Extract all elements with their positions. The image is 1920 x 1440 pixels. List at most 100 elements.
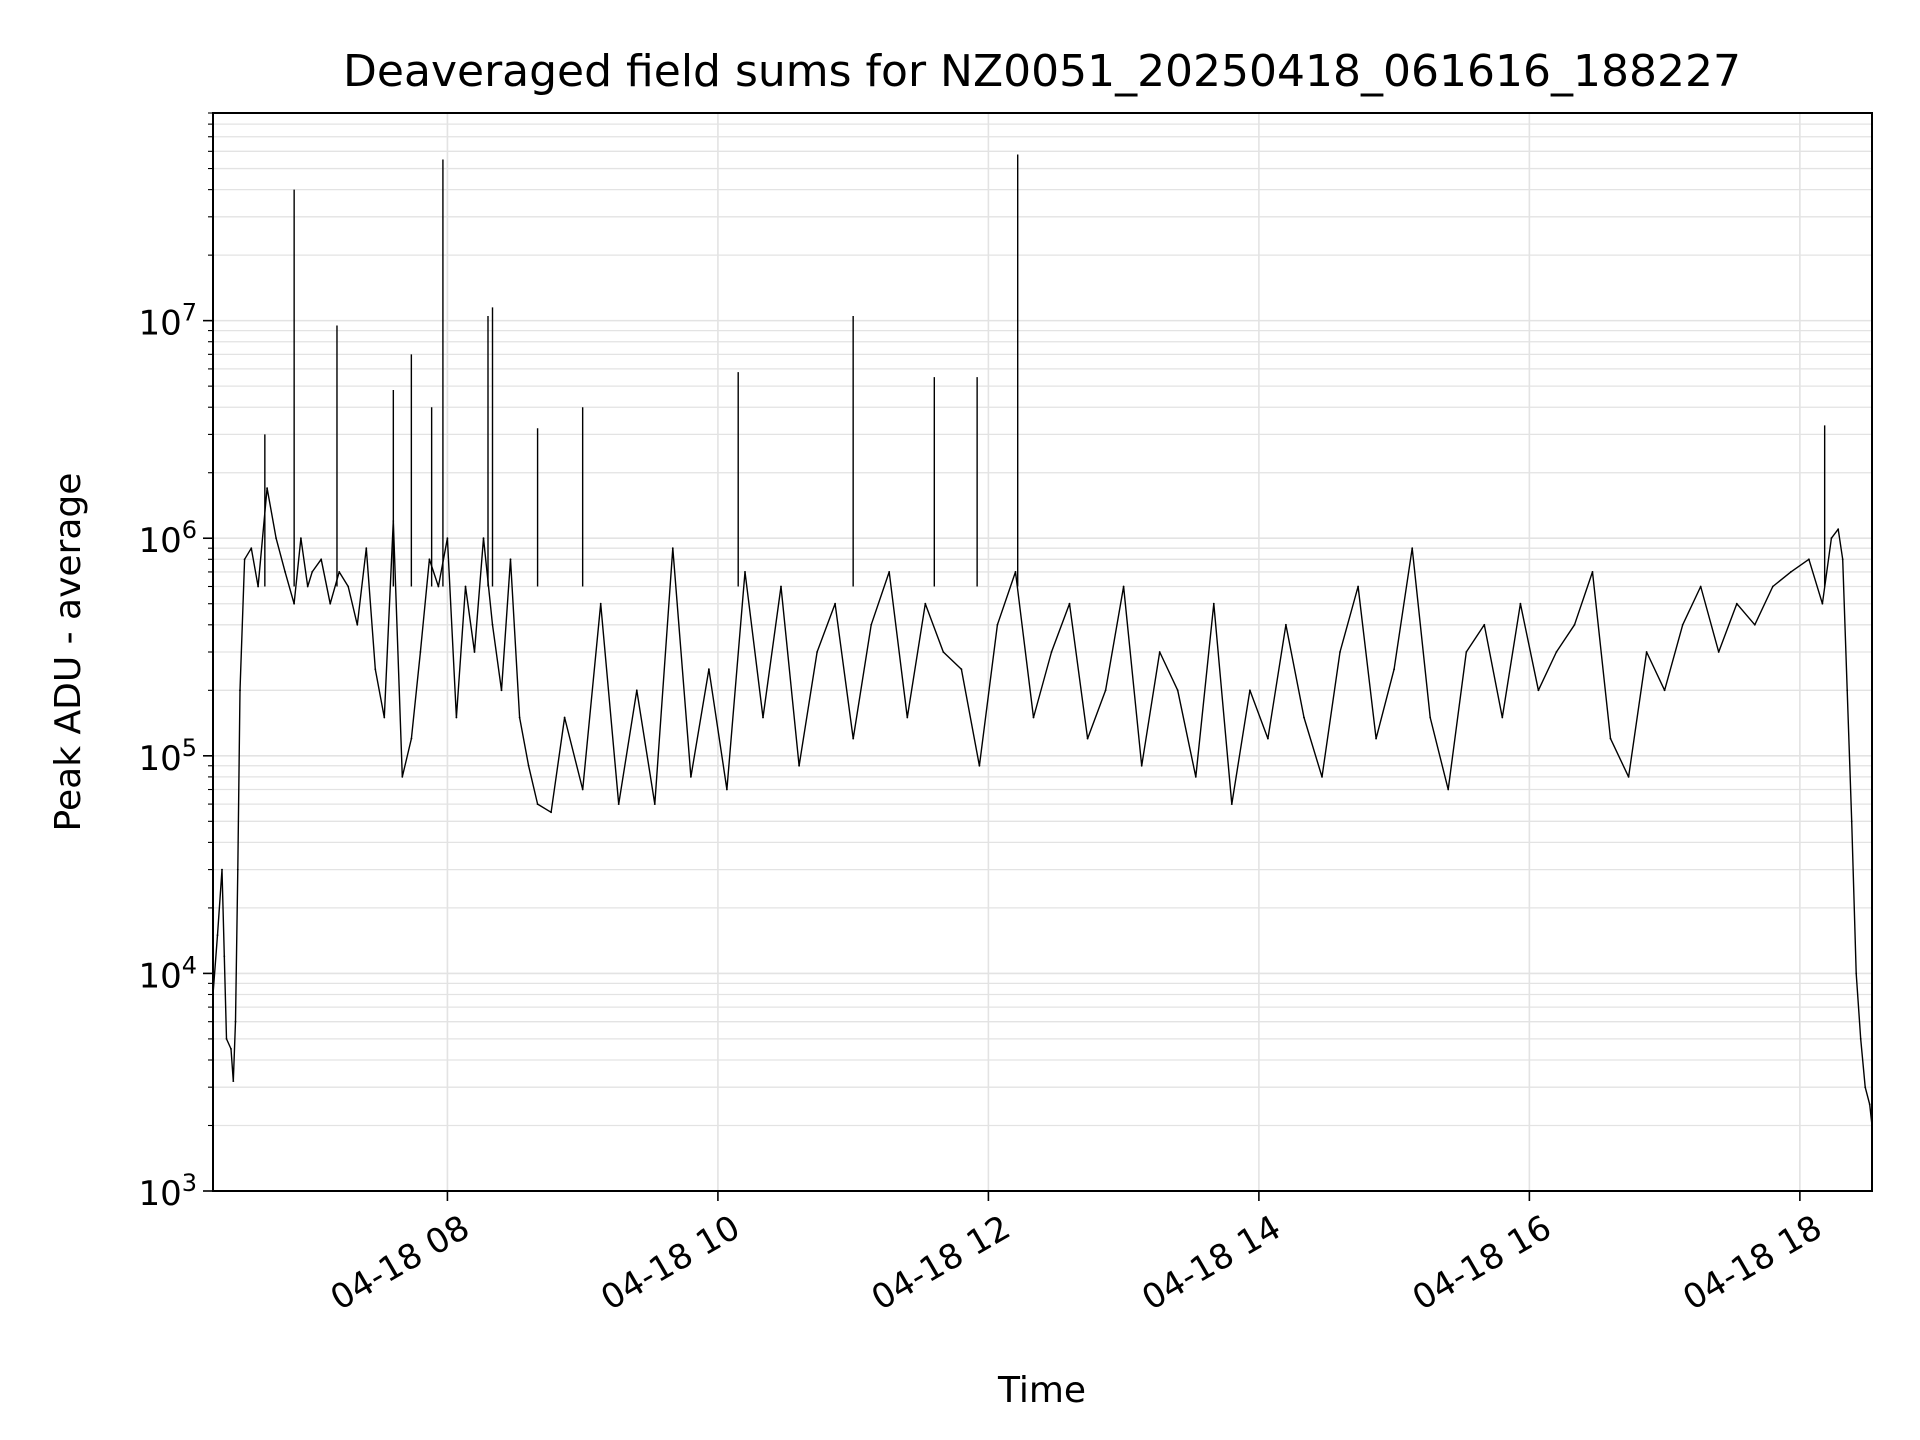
- data-point: [1357, 585, 1359, 588]
- data-point: [383, 716, 386, 719]
- data-point: [816, 651, 818, 653]
- data-point: [1821, 602, 1824, 605]
- y-tick-label: 103: [138, 1169, 197, 1214]
- data-point: [428, 558, 431, 561]
- data-point: [1249, 689, 1251, 692]
- data-point: [473, 651, 476, 653]
- data-point: [347, 585, 350, 588]
- data-point: [924, 602, 927, 605]
- y-tick-label: 104: [138, 951, 197, 996]
- data-point: [243, 558, 246, 561]
- y-tick-base: 10: [138, 521, 181, 561]
- data-point: [306, 585, 309, 588]
- data-point: [1303, 716, 1305, 719]
- y-tick-exponent: 6: [182, 516, 197, 544]
- data-point: [266, 487, 268, 489]
- data-point: [1158, 651, 1161, 653]
- data-point: [1122, 585, 1125, 588]
- data-point: [338, 571, 341, 573]
- y-tick-label: 105: [138, 734, 197, 779]
- data-point: [1465, 651, 1468, 653]
- data-point: [780, 585, 782, 588]
- data-point: [464, 585, 467, 588]
- data-point: [852, 737, 855, 740]
- data-point: [320, 558, 323, 561]
- y-tick-exponent: 5: [182, 734, 197, 762]
- data-point: [1771, 585, 1774, 588]
- data-point: [599, 602, 602, 605]
- data-point: [1285, 623, 1287, 626]
- data-point: [1501, 716, 1504, 719]
- data-point: [329, 602, 332, 605]
- data-point: [653, 803, 656, 805]
- data-point: [1591, 571, 1594, 573]
- data-point: [1841, 558, 1844, 561]
- data-point: [906, 716, 909, 719]
- data-point: [239, 689, 241, 692]
- data-point: [978, 764, 981, 767]
- data-point: [960, 668, 963, 671]
- data-point: [374, 668, 377, 671]
- data-point: [942, 651, 945, 653]
- data-point: [1735, 602, 1738, 605]
- data-point: [419, 651, 422, 653]
- data-point: [455, 716, 458, 719]
- data-point: [300, 537, 302, 540]
- data-point: [870, 623, 873, 626]
- data-point: [617, 803, 620, 805]
- data-point: [1411, 547, 1414, 550]
- data-point: [1140, 764, 1143, 767]
- data-point: [1627, 776, 1630, 778]
- data-point: [1068, 602, 1071, 605]
- data-point: [1519, 602, 1522, 605]
- y-tick-exponent: 3: [182, 1169, 197, 1197]
- data-point: [437, 585, 440, 588]
- data-point: [1663, 689, 1666, 692]
- data-point: [410, 737, 413, 740]
- data-point: [1176, 689, 1179, 692]
- y-tick-exponent: 7: [182, 299, 197, 327]
- data-point: [1321, 776, 1323, 778]
- y-tick-base: 10: [138, 956, 181, 996]
- data-point: [1104, 689, 1107, 692]
- y-tick-exponent: 4: [182, 951, 197, 979]
- y-tick-label: 106: [138, 516, 197, 561]
- y-tick-base: 10: [138, 304, 181, 344]
- data-point: [482, 537, 485, 540]
- y-axis-label: Peak ADU - average: [48, 473, 89, 832]
- data-point: [1194, 776, 1197, 778]
- data-point: [1790, 571, 1792, 573]
- data-point: [527, 764, 530, 767]
- data-point: [1830, 537, 1833, 540]
- data-point: [257, 585, 259, 588]
- data-point: [1537, 689, 1540, 692]
- data-point: [1846, 689, 1849, 692]
- data-point: [1375, 737, 1377, 740]
- data-point: [671, 547, 674, 550]
- y-tick-base: 10: [138, 739, 181, 779]
- data-point: [1429, 716, 1432, 719]
- data-point: [365, 547, 368, 550]
- data-point: [216, 934, 219, 936]
- data-point: [234, 1020, 237, 1023]
- data-point: [230, 1048, 232, 1050]
- data-point: [223, 955, 226, 958]
- y-tick-base: 10: [138, 1174, 181, 1214]
- data-point: [1555, 651, 1558, 653]
- data-point: [500, 689, 503, 692]
- data-point: [446, 537, 449, 540]
- data-point: [1573, 623, 1576, 626]
- data-point: [536, 803, 539, 805]
- data-point: [225, 1038, 228, 1040]
- data-point: [509, 558, 512, 561]
- data-point: [1645, 651, 1648, 653]
- data-point: [311, 571, 314, 573]
- data-point: [563, 716, 566, 719]
- data-point: [1267, 737, 1269, 740]
- data-point: [1864, 1086, 1867, 1089]
- data-point: [1859, 1038, 1862, 1040]
- y-tick-label: 107: [138, 299, 197, 344]
- data-point: [1212, 602, 1215, 605]
